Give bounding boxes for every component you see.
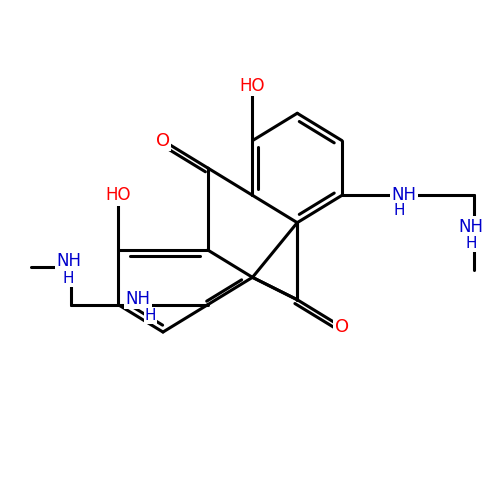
Text: NH: NH bbox=[459, 218, 484, 236]
Text: H: H bbox=[63, 271, 74, 286]
Text: H: H bbox=[145, 308, 156, 323]
Text: O: O bbox=[156, 132, 170, 150]
Text: H: H bbox=[466, 236, 477, 251]
Text: HO: HO bbox=[106, 186, 131, 204]
Text: NH: NH bbox=[392, 186, 416, 204]
Text: NH: NH bbox=[126, 290, 150, 308]
Text: HO: HO bbox=[240, 77, 265, 95]
Text: H: H bbox=[394, 202, 405, 218]
Text: NH: NH bbox=[56, 252, 81, 270]
Text: O: O bbox=[335, 318, 349, 336]
